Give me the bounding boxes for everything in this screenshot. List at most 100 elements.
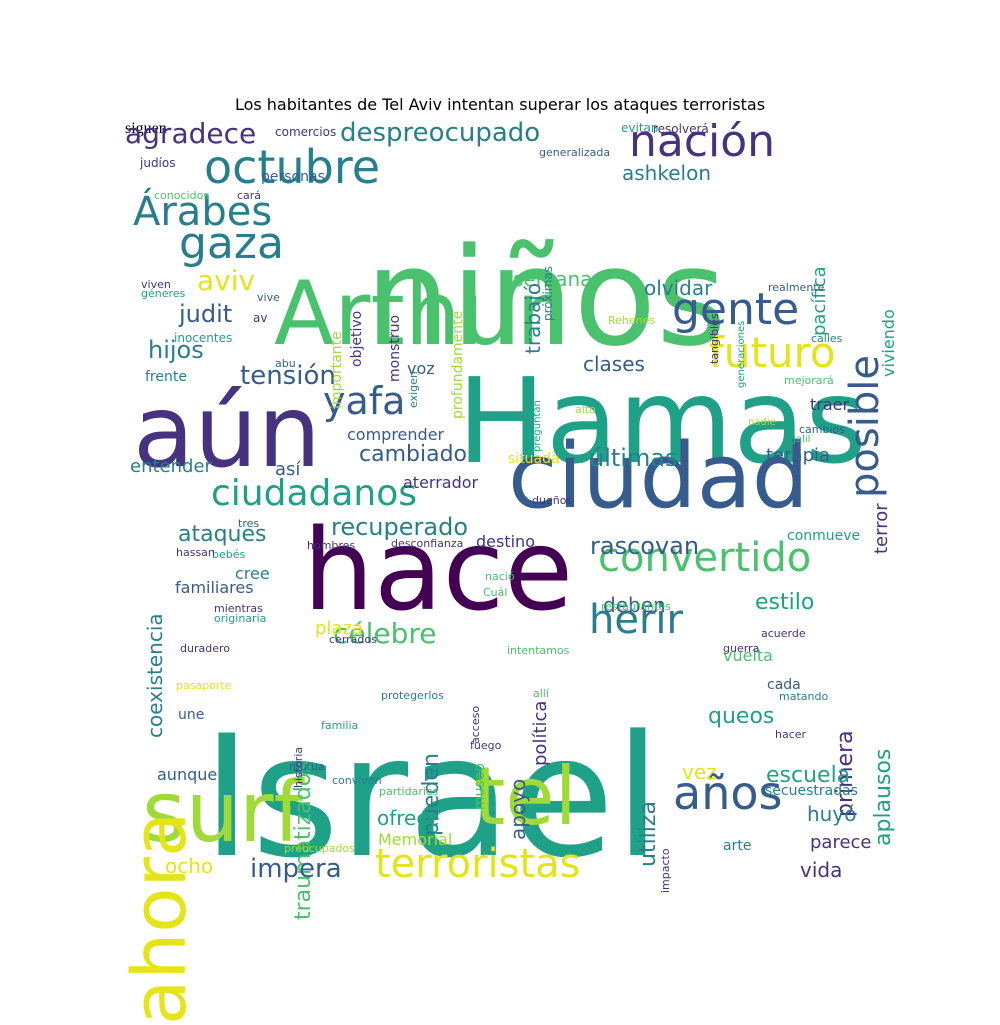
word: recuperado <box>331 513 469 541</box>
word: escuela <box>766 763 851 788</box>
word: impacto <box>659 848 672 894</box>
word: acuerde <box>761 627 806 640</box>
word: generaciones <box>736 320 747 388</box>
word: acceso <box>469 705 482 744</box>
word: célebre <box>333 617 437 650</box>
page-title: Los habitantes de Tel Aviv intentan supe… <box>234 95 766 114</box>
word: tangibles <box>708 313 721 365</box>
word: así <box>275 459 301 480</box>
word: géneres <box>141 287 186 300</box>
word: bebés <box>212 548 246 561</box>
word: Rehenes <box>608 314 656 327</box>
word: evitan <box>621 121 659 135</box>
word: traer <box>810 395 850 414</box>
word: protegerlos <box>381 689 444 702</box>
word: museo <box>472 763 488 810</box>
word: conocidos <box>154 189 210 202</box>
word: aunque <box>157 765 218 784</box>
word: mejorará <box>784 374 834 387</box>
word: ocho <box>165 854 214 878</box>
word: mutua <box>289 760 325 773</box>
word: hijos <box>148 336 204 364</box>
word: agradece <box>125 117 257 150</box>
word: política <box>530 700 551 767</box>
word: nació <box>485 570 515 583</box>
word: gaza <box>179 218 284 269</box>
word: familiares <box>175 578 254 597</box>
word: calles <box>811 332 843 345</box>
word: rascovan <box>590 532 700 560</box>
word: personas <box>261 169 325 185</box>
word: comprender <box>347 425 445 444</box>
word: aún <box>133 373 322 490</box>
word: partidarios <box>379 785 439 798</box>
word: cree <box>235 564 270 583</box>
word: cada <box>767 677 801 693</box>
word: Memorial <box>378 830 453 849</box>
word: ataques <box>178 522 267 547</box>
word: inocentes <box>174 331 233 345</box>
word: viviendo <box>879 309 898 377</box>
word: trabajó <box>521 282 545 354</box>
word: comercios <box>275 125 337 139</box>
word: preocupados <box>284 842 355 855</box>
word: resolverá <box>653 122 709 136</box>
word: monstruo <box>387 315 403 383</box>
word: familia <box>321 719 359 732</box>
word: mientras <box>214 602 263 615</box>
word: queos <box>708 704 775 729</box>
word: ofrece <box>377 806 440 830</box>
word: estilo <box>755 590 815 615</box>
word: arte <box>723 838 752 854</box>
word: destino <box>476 532 535 551</box>
word: guerra <box>723 642 760 655</box>
word: restaurantes <box>601 600 671 613</box>
word: preguntan <box>532 400 543 452</box>
word: realmente <box>768 281 825 294</box>
word: cerrados <box>329 633 377 646</box>
word: alto <box>575 403 596 416</box>
word: yafa <box>323 379 406 423</box>
word: importante <box>329 331 345 409</box>
word: conmueve <box>787 528 861 544</box>
word: parece <box>810 832 872 853</box>
word: Jalil <box>793 434 811 445</box>
word: siguen <box>125 120 167 137</box>
word: aterrador <box>403 473 479 492</box>
word: impera <box>250 854 342 884</box>
word: ahora <box>117 811 203 1025</box>
word: terroristas <box>375 841 581 887</box>
word: terapia <box>766 445 831 466</box>
word: hassan <box>176 546 215 559</box>
word: octubre <box>204 140 381 194</box>
word: judit <box>179 300 233 328</box>
word: ashkelon <box>622 161 711 185</box>
word: vez <box>682 760 717 784</box>
word: generalizada <box>539 146 611 159</box>
word: ciudadanos <box>211 473 418 514</box>
word: cará <box>237 189 262 202</box>
word: semanas <box>513 267 603 291</box>
word: huyó <box>807 802 857 826</box>
word: Árabes <box>133 189 273 235</box>
word: une <box>178 707 205 723</box>
word: despreocupado <box>340 118 541 148</box>
word: dueños <box>532 494 573 507</box>
word: surf <box>142 763 304 861</box>
word: cambiado <box>359 442 467 467</box>
word: desconfianza <box>391 537 464 550</box>
word: fuego <box>470 739 502 752</box>
word: clases <box>583 352 645 376</box>
word: deben <box>603 593 666 617</box>
word: próximas <box>541 265 555 321</box>
word: duradero <box>180 642 230 655</box>
word: objetivo <box>349 311 365 368</box>
word: voz <box>407 359 435 378</box>
word: futuro <box>709 328 836 377</box>
word: pasaporte <box>176 679 232 692</box>
word: conviven <box>332 774 382 787</box>
word: utiliza <box>636 801 661 868</box>
word: abu <box>275 357 296 370</box>
word: vida <box>800 858 843 882</box>
word: frente <box>145 369 187 385</box>
